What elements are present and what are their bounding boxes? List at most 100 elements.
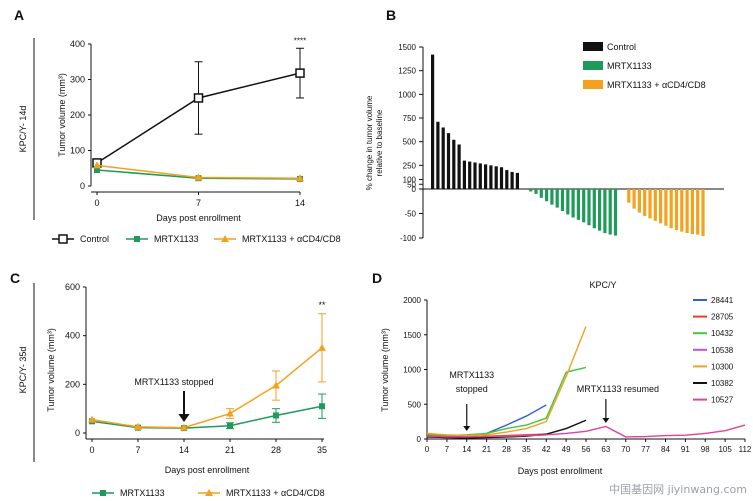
panel-b-ytick-label: 100 [403,176,417,185]
panel-b-bar [598,189,602,231]
panel-c-point [227,422,233,429]
panel-a-legend-label: MRTX1133 + αCD4/CD8 [242,234,341,244]
panel-d-resume-label: MRTX1133 resumed [577,384,659,394]
panel-label-d: D [372,270,382,286]
panel-c-point [319,403,325,410]
panel-d-xtick-label: 63 [601,445,610,454]
panel-d-stop-arrow-head [463,426,471,431]
panel-a-ytick-label: 100 [70,146,85,156]
panel-d-legend-label: 28441 [711,296,734,305]
panel-c-xtick-label: 28 [271,445,281,455]
panel-a-legend-label: Control [80,234,109,244]
panel-b-bar [515,172,519,189]
panel-d-xtick-label: 84 [661,445,670,454]
panel-b-ytick-label: 1250 [398,67,416,76]
panel-c-ytick-label: 600 [65,282,80,292]
panel-b-bar [680,189,684,232]
panel-b-bar [696,189,700,235]
panel-b-bar [571,189,575,218]
panel-d-series-line-28441 [426,404,547,438]
panel-a-significance: **** [294,37,306,46]
panel-c-point [226,409,234,417]
panel-a-xtick-label: 14 [295,198,305,208]
panel-a-point [94,167,100,174]
panel-a-point [296,174,304,182]
panel-b-bar [603,189,607,234]
panel-a-xtick-label: 7 [196,198,201,208]
panel-c-point [318,343,326,351]
panel-d-xtick-label: 14 [462,445,471,454]
panel-b-bar [664,189,668,226]
panel-b-bar [653,189,657,221]
panel-d-legend-label: 10527 [711,396,734,405]
panel-d-ytick-label: 1500 [403,331,421,340]
panel-d-xtick-label: 105 [718,445,732,454]
panel-c-legend-label: MRTX1133 [120,488,165,498]
panel-c-series-line-1 [91,347,323,429]
panel-c-xlabel: Days post enrollment [165,465,250,475]
panel-c-xtick-label: 7 [135,445,140,455]
panel-b-bar [632,189,636,209]
panel-b-bar [582,189,586,223]
panel-b-bar [637,189,641,213]
panel-b-ylabel-line2: relative to baseline [375,109,384,176]
panel-b-bar [494,166,498,189]
panel-b-bar [627,189,631,203]
panel-c-point [88,415,96,423]
panel-b-bar [510,171,514,189]
panel-b-bar [473,162,477,189]
panel-d-legend-label: 28705 [711,313,734,322]
panel-b-bar [613,189,618,236]
panel-c-ylabel: Tumor volume (mm³) [46,328,56,412]
panel-b-bar [587,189,591,226]
panel-c-ytick-label: 0 [75,428,80,438]
panel-b-bar [529,189,533,192]
panel-c-xtick-label: 21 [225,445,235,455]
panel-c-ytick-label: 200 [65,379,80,389]
panel-d-stop-label-line2: stopped [456,384,488,394]
panel-b-ytick-label: 250 [403,161,417,170]
panel-d-resume-arrow-head [602,418,610,423]
panel-a-legend-marker [58,234,68,244]
panel-d-xtick-label: 56 [582,445,591,454]
panel-d-xtick-label: 35 [522,445,531,454]
panel-b-bar [478,163,482,189]
panel-c-significance: ** [318,300,326,310]
panel-c-legend-marker [205,489,213,496]
panel-b-bar [648,189,652,219]
panel-label-a: A [14,7,24,23]
panel-d-xlabel: Days post enrollment [518,466,603,476]
panel-b-bar [468,161,472,189]
panel-label-b: B [386,7,396,23]
panel-b-bar [452,139,456,189]
panel-b-bar [685,189,689,234]
panel-c-side-label: KPC/Y- 35d [18,347,28,394]
panel-c-xtick-label: 0 [89,445,94,455]
panel-b-ytick-label: 500 [403,138,417,147]
panel-b-ytick-label: 1500 [398,43,416,52]
panel-a-point [93,161,101,169]
panel-d-xtick-label: 91 [681,445,690,454]
panel-b-ytick-label: -100 [400,234,417,243]
panel-b-bar [436,121,440,189]
panel-b-ylabel-line1: % change in tumor volume [365,95,374,190]
panel-d-series-line-10300 [426,326,587,437]
panel-a-ylabel: Tumor volume (mm³) [57,73,67,157]
panel-d-legend-label: 10382 [711,379,734,388]
panel-a-point [194,173,203,181]
panel-d-ytick-label: 1000 [403,366,421,375]
panel-b-bar [539,189,543,198]
panel-c-legend-marker [100,490,106,496]
panel-b-bar [701,189,705,237]
panel-b-bar [659,189,663,224]
panel-a-ytick-label: 300 [70,75,85,85]
watermark: 中国基因网 jiyinwang.com [609,483,747,496]
panel-c-point [134,422,142,430]
panel-b-legend-label: MRTX1133 [607,61,652,71]
panel-a-xtick-label: 0 [94,198,99,208]
panel-b-bar [608,189,612,235]
panel-b-bar [690,189,694,235]
panel-c-point [272,381,280,389]
panel-d-xtick-label: 42 [542,445,551,454]
panel-d-ytick-label: 500 [408,400,422,409]
